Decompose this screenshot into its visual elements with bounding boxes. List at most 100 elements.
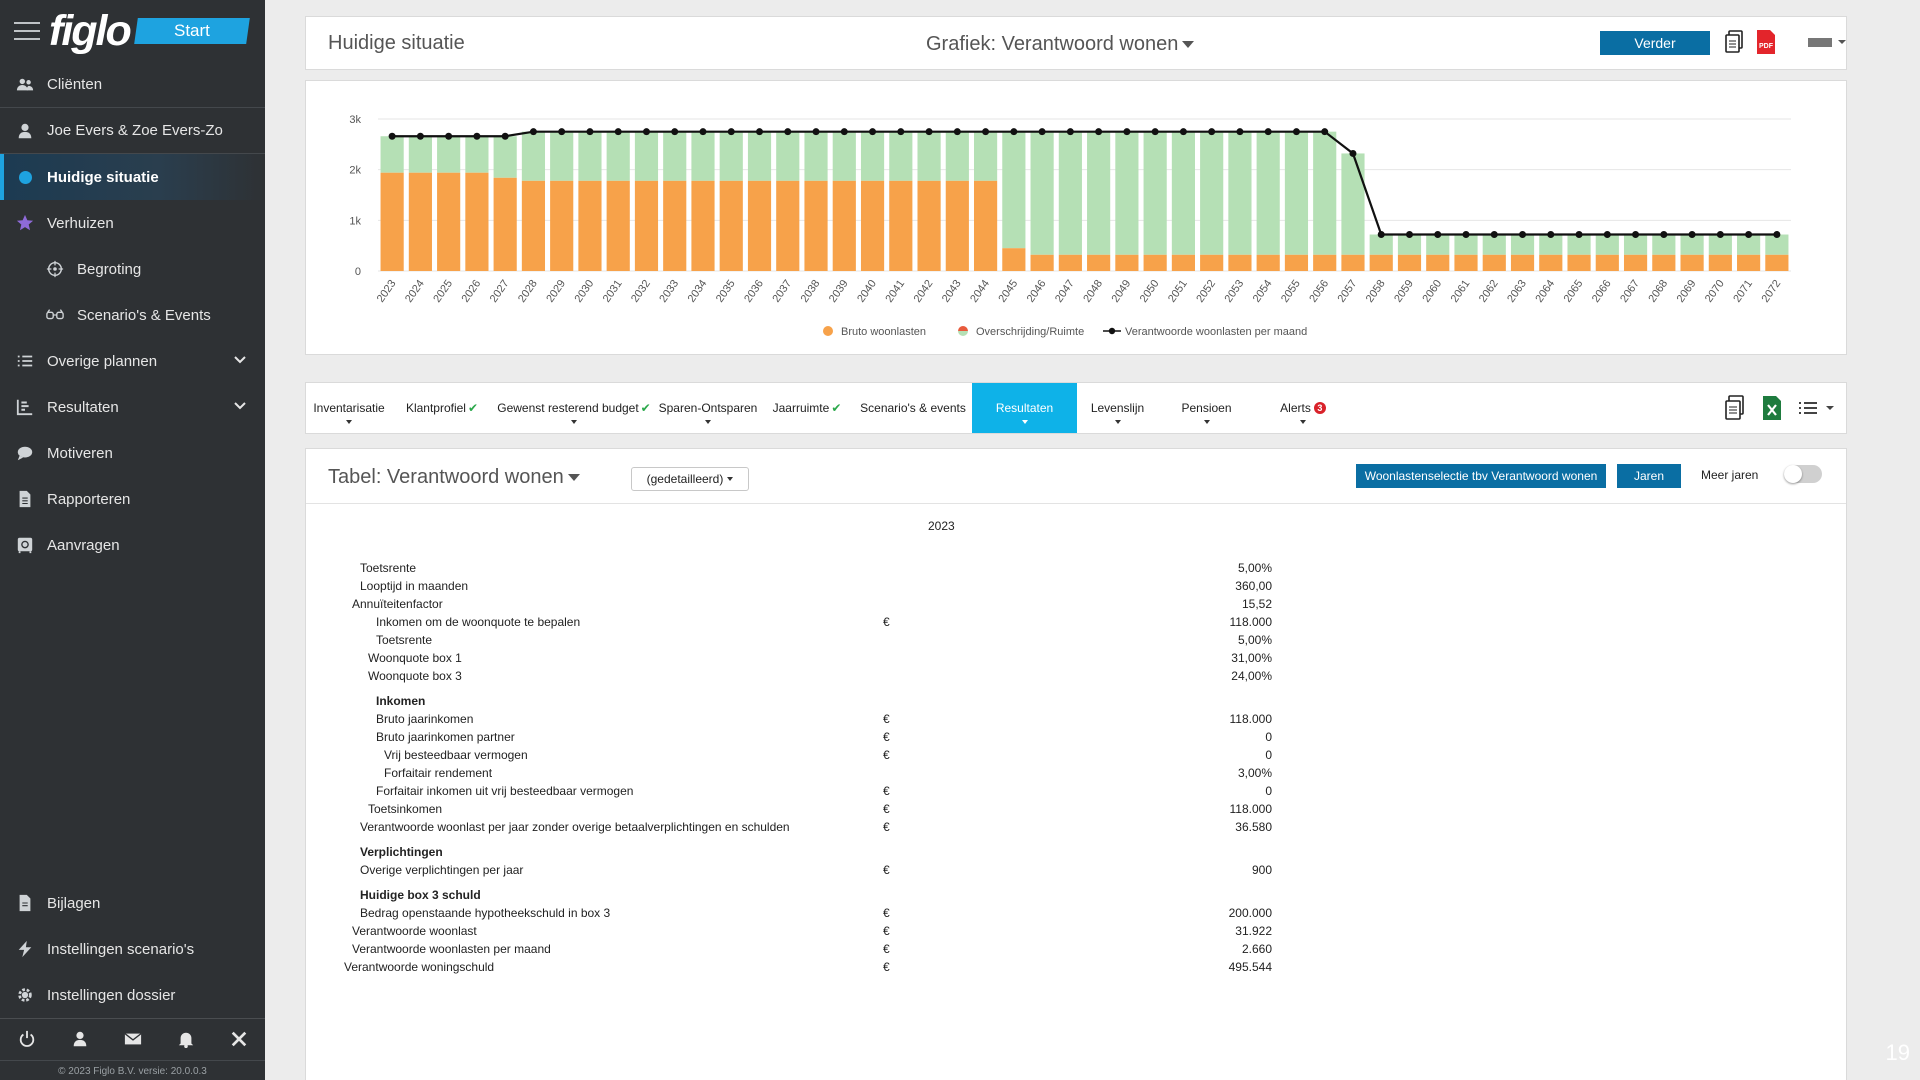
sidebar-item-begroting[interactable]: Begroting — [0, 246, 265, 292]
x-tick-label: 2030 — [573, 278, 597, 305]
copy-icon[interactable] — [1724, 30, 1746, 57]
page-title: Huidige situatie — [328, 32, 465, 54]
verder-button[interactable]: Verder — [1600, 31, 1710, 55]
excel-icon[interactable] — [1762, 395, 1782, 424]
document-icon — [16, 490, 34, 508]
sidebar-item-scenarios-events[interactable]: Scenario's & Events — [0, 292, 265, 338]
bell-icon[interactable] — [177, 1030, 195, 1048]
sidebar-item-clienten[interactable]: Cliënten — [0, 62, 265, 108]
sidebar-item-rapporteren[interactable]: Rapporteren — [0, 476, 265, 522]
sidebar-item-huidige-situatie[interactable]: Huidige situatie — [0, 154, 265, 200]
jaren-button[interactable]: Jaren — [1617, 464, 1681, 488]
bar-overschrijding — [1454, 234, 1478, 255]
tab-alerts[interactable]: Alerts 3 — [1255, 383, 1351, 433]
table-row: Bruto jaarinkomen €118.000 — [306, 712, 1306, 730]
chart-selector[interactable]: Grafiek: Verantwoord wonen — [926, 33, 1195, 56]
tab-scenario-s-events[interactable]: Scenario's & events — [854, 383, 972, 433]
sidebar-item-verhuizen[interactable]: Verhuizen — [0, 200, 265, 246]
line-point — [982, 128, 990, 136]
line-point — [953, 128, 961, 136]
table-row: Verantwoorde woonlast per jaar zonder ov… — [306, 820, 1306, 838]
table-row: Inkomen — [306, 694, 1306, 712]
line-point — [897, 128, 905, 136]
sidebar-item-instellingen-dossier[interactable]: Instellingen dossier — [0, 972, 265, 1018]
table-row: Vrij besteedbaar vermogen €0 — [306, 748, 1306, 766]
row-value: 200.000 — [1228, 906, 1272, 920]
chevron-down-icon[interactable] — [233, 399, 247, 417]
tab-sparen-ontsparen[interactable]: Sparen-Ontsparen — [656, 383, 760, 433]
mail-icon[interactable] — [123, 1030, 142, 1048]
tab-pensioen[interactable]: Pensioen — [1158, 383, 1255, 433]
line-point — [473, 132, 481, 140]
sidebar-item-motiveren[interactable]: Motiveren — [0, 430, 265, 476]
x-tick-label: 2060 — [1420, 278, 1444, 305]
x-tick-label: 2041 — [883, 278, 907, 305]
copy-icon[interactable] — [1724, 395, 1746, 424]
line-point — [1321, 128, 1329, 136]
bar-overschrijding — [1030, 131, 1054, 255]
table-row: Toetsinkomen €118.000 — [306, 802, 1306, 820]
meer-jaren-toggle[interactable] — [1784, 465, 1822, 483]
pdf-icon[interactable]: PDF — [1756, 29, 1776, 58]
x-tick-label: 2024 — [403, 278, 427, 305]
sidebar-item-bijlagen[interactable]: Bijlagen — [0, 880, 265, 926]
tab-levenslijn[interactable]: Levenslijn — [1077, 383, 1158, 433]
list-options-icon[interactable] — [1798, 400, 1834, 419]
bar-overschrijding — [606, 131, 630, 181]
legend-marker-overschrijding-bottom — [958, 331, 968, 336]
tab-label: Resultaten — [995, 401, 1054, 415]
sidebar-item-instellingen-scenarios[interactable]: Instellingen scenario's — [0, 926, 265, 972]
bar-bruto-woonlasten — [1284, 254, 1309, 271]
y-tick-label: 1k — [349, 215, 361, 227]
x-tick-label: 2052 — [1194, 278, 1218, 305]
bar-overschrijding — [1341, 153, 1365, 255]
detail-select[interactable]: (gedetailleerd) — [631, 467, 749, 491]
row-label: Bedrag openstaande hypotheekschuld in bo… — [360, 906, 611, 920]
sidebar-item-resultaten[interactable]: Resultaten — [0, 384, 265, 430]
power-icon[interactable] — [18, 1030, 36, 1048]
table-row: Bedrag openstaande hypotheekschuld in bo… — [306, 906, 1306, 924]
user-settings-icon[interactable] — [71, 1030, 89, 1048]
tab-label: Scenario's & events — [860, 401, 966, 415]
tab-jaarruimte[interactable]: Jaarruimte ✔ — [760, 383, 854, 433]
x-tick-label: 2046 — [1025, 278, 1049, 305]
bar-bruto-woonlasten — [550, 180, 574, 271]
tab-inventarisatie[interactable]: Inventarisatie — [306, 383, 392, 433]
tabbar-icons — [1724, 395, 1834, 424]
x-tick-label: 2023 — [375, 278, 399, 305]
hamburger-menu-icon[interactable] — [14, 22, 40, 40]
line-point — [1010, 128, 1018, 136]
tab-klantprofiel[interactable]: Klantprofiel ✔ — [392, 383, 492, 433]
header-icons: PDF — [1724, 29, 1846, 58]
legend-label: Bruto woonlasten — [841, 326, 926, 338]
start-button[interactable]: Start — [133, 18, 250, 44]
x-tick-label: 2026 — [459, 278, 483, 305]
tab-resultaten[interactable]: Resultaten — [972, 383, 1077, 433]
line-point — [1575, 231, 1583, 239]
sidebar-item-overige-plannen[interactable]: Overige plannen — [0, 338, 265, 384]
woonlastenselectie-button[interactable]: Woonlastenselectie tbv Verantwoord wonen — [1356, 464, 1606, 488]
tools-icon[interactable] — [230, 1030, 248, 1048]
bar-overschrijding — [1482, 234, 1506, 255]
row-value: 495.544 — [1228, 960, 1272, 974]
tab-gewenst-resterend-budget[interactable]: Gewenst resterend budget ✔ — [492, 383, 656, 433]
x-tick-label: 2035 — [714, 278, 738, 305]
table-title-selector[interactable]: Tabel: Verantwoord wonen — [328, 466, 580, 489]
x-tick-label: 2043 — [940, 278, 964, 305]
sidebar-item-aanvragen[interactable]: Aanvragen — [0, 522, 265, 568]
sidebar-item-label: Overige plannen — [47, 352, 158, 370]
x-tick-label: 2025 — [431, 278, 455, 305]
bar-bruto-woonlasten — [1510, 254, 1535, 271]
row-label: Looptijd in maanden — [360, 579, 469, 593]
currency-symbol: € — [883, 615, 890, 629]
bar-bruto-woonlasten — [1341, 254, 1365, 271]
row-value: 0 — [1265, 730, 1272, 744]
folder-menu-icon[interactable] — [1808, 36, 1846, 51]
row-value: 118.000 — [1229, 615, 1273, 629]
bar-overschrijding — [465, 136, 489, 173]
chevron-down-icon[interactable] — [233, 353, 247, 371]
y-tick-label: 0 — [355, 266, 361, 278]
bar-bruto-woonlasten — [1058, 254, 1082, 271]
bar-bruto-woonlasten — [860, 180, 885, 271]
sidebar-item-client-name[interactable]: Joe Evers & Zoe Evers-Zo — [0, 108, 265, 154]
